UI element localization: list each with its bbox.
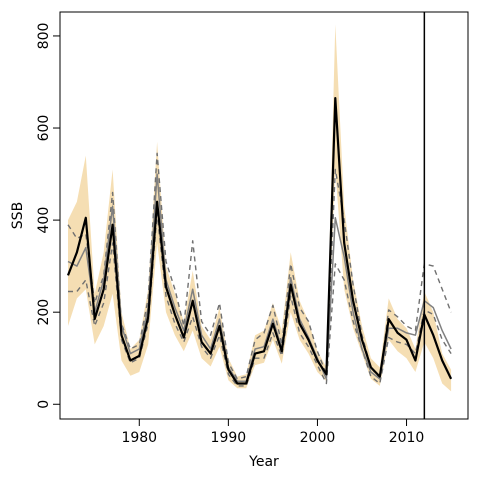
y-tick-label: 200 [36, 299, 52, 326]
x-tick-label: 1990 [211, 430, 247, 446]
series-layer [66, 96, 453, 387]
x-axis: 1980 1990 2000 2010 [121, 418, 425, 446]
x-tick-label: 2000 [300, 430, 336, 446]
dashed-upper-line [67, 152, 452, 380]
y-axis: 0 200 400 600 800 [36, 23, 61, 409]
y-tick-label: 0 [36, 400, 52, 409]
x-axis-title: Year [248, 454, 279, 470]
y-axis-title: SSB [10, 202, 26, 229]
x-tick-label: 1980 [121, 430, 157, 446]
y-tick-label: 800 [36, 23, 52, 50]
y-tick-label: 400 [36, 207, 52, 234]
comparison-line [67, 173, 452, 382]
dashed-lower-line [68, 212, 452, 387]
estimate-line [66, 96, 453, 385]
x-tick-label: 2010 [389, 430, 425, 446]
y-tick-label: 600 [36, 115, 52, 142]
